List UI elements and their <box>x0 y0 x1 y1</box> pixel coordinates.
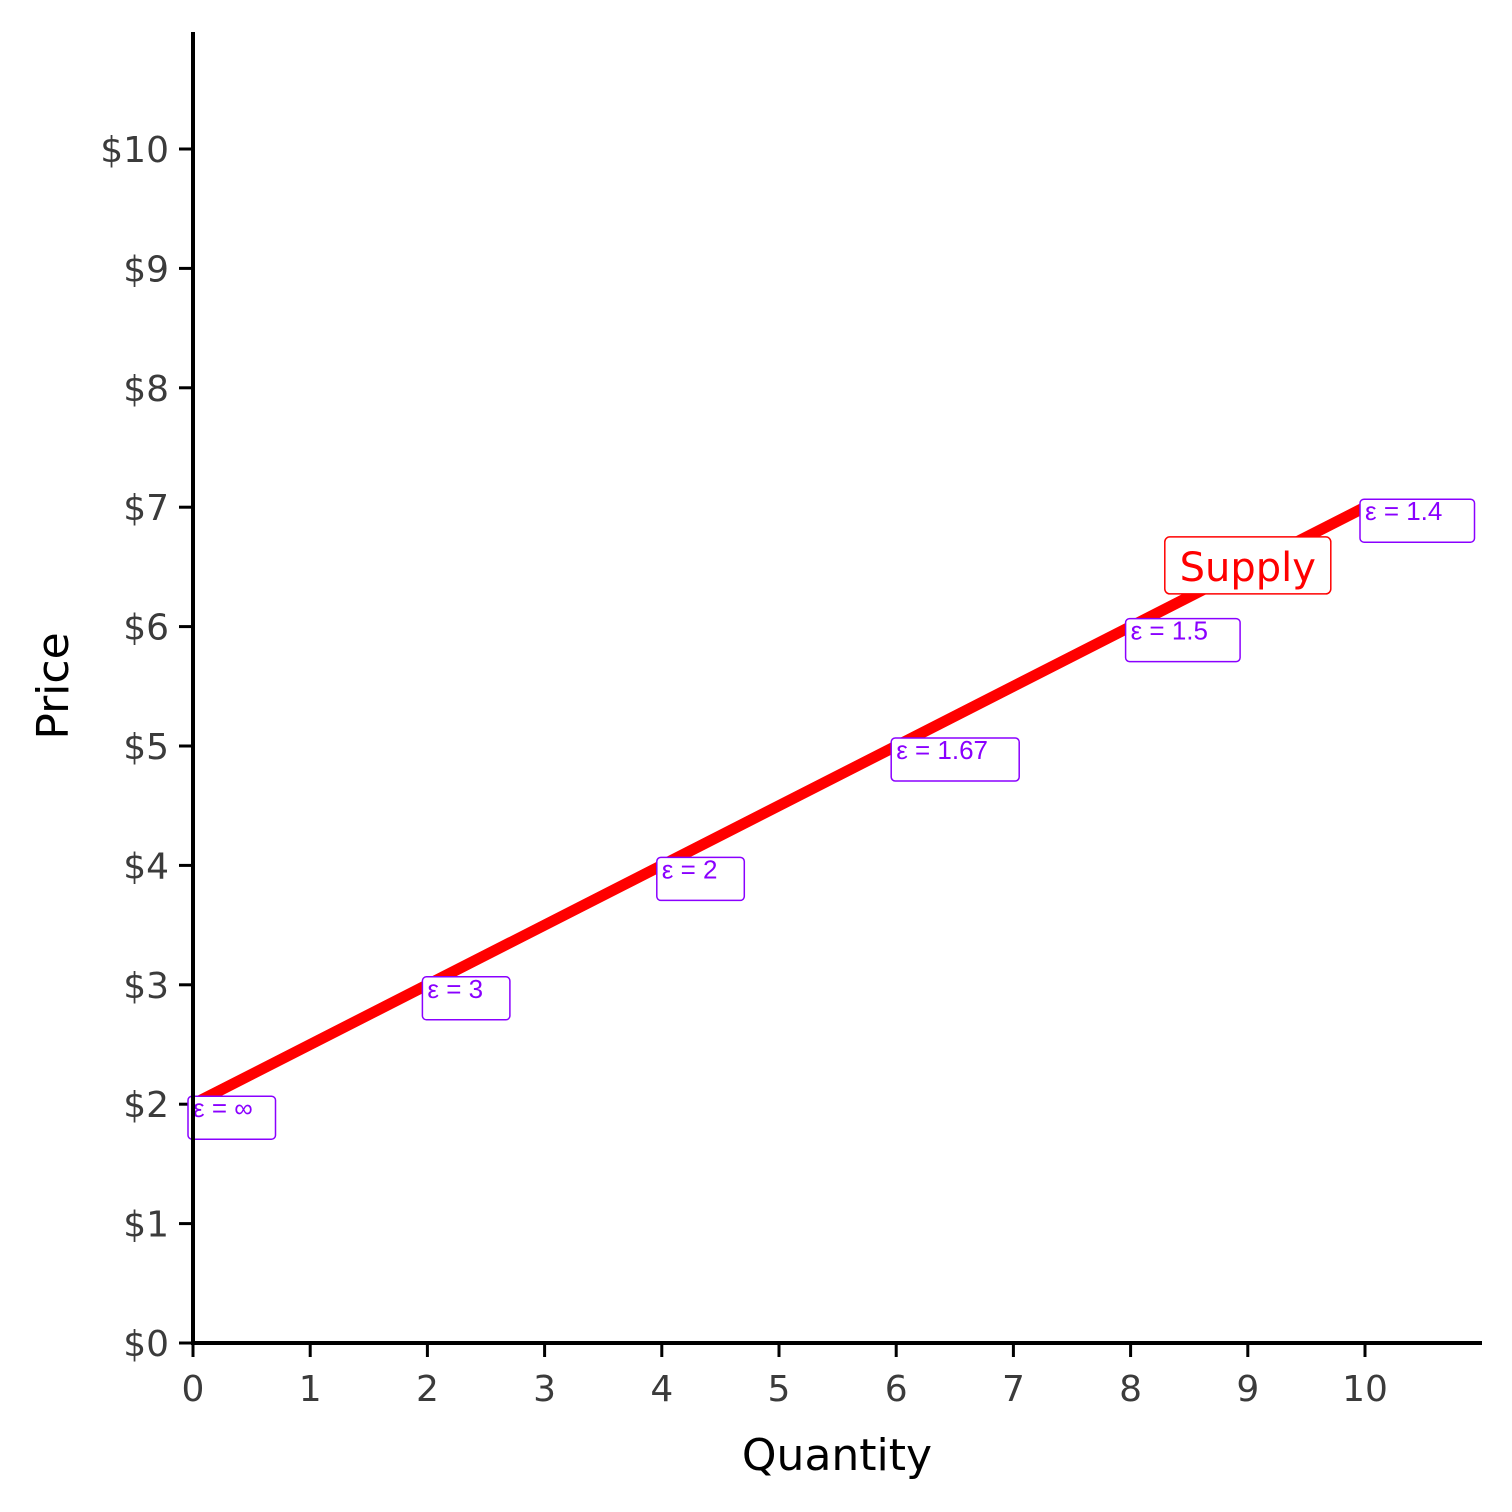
annotations-layer: ε = ∞ ε = 3 ε = 2 ε = 1.67 ε = 1.5 ε = 1.4 Sup… <box>187 496 1476 1140</box>
elasticity-label-text: ε = 1.5 <box>1131 616 1208 646</box>
y-tick-label: $7 <box>123 488 169 529</box>
y-tick-label: $1 <box>123 1205 169 1246</box>
y-tick-label: $4 <box>123 846 169 887</box>
y-tick-label: $8 <box>123 369 169 410</box>
elasticity-label-box <box>421 976 511 1021</box>
x-tick-label: 7 <box>1002 1369 1025 1410</box>
y-tick-label: $5 <box>123 727 169 768</box>
x-axis-title: Quantity <box>742 1430 932 1481</box>
elasticity-label-text: ε = 3 <box>427 974 483 1004</box>
elasticity-label: ε = 1.5 <box>1124 616 1241 663</box>
supply-curve-label-text: Supply <box>1180 545 1316 591</box>
x-tick-label: 4 <box>650 1369 673 1410</box>
elasticity-label-text: ε = 1.4 <box>1365 496 1442 526</box>
ticks-layer: 0 1 2 3 4 5 6 7 8 9 10 $0 $1 $2 $3 $4 $5 $6 $7 $8 $9 $10 <box>100 130 1388 1410</box>
elasticity-label: ε = 2 <box>656 854 746 902</box>
elasticity-label-box <box>1359 498 1476 543</box>
x-tick-label: 8 <box>1119 1369 1142 1410</box>
elasticity-label: ε = 3 <box>421 974 511 1021</box>
elasticity-label-box <box>656 856 746 902</box>
supply-line <box>190 502 1368 1110</box>
supply-curve-label: Supply <box>1164 536 1332 595</box>
elasticity-label-text: ε = ∞ <box>193 1093 253 1123</box>
y-tick-label: $6 <box>123 608 169 649</box>
x-tick-label: 1 <box>299 1369 322 1410</box>
y-tick-label: $0 <box>123 1324 169 1365</box>
elasticity-label-box <box>890 737 1020 782</box>
x-tick-label: 10 <box>1342 1369 1388 1410</box>
elasticity-label-box <box>1124 617 1241 663</box>
elasticity-label: ε = 1.4 <box>1359 496 1476 543</box>
y-axis-title: Price <box>28 632 79 739</box>
x-tick-label: 6 <box>885 1369 908 1410</box>
x-tick-label: 2 <box>416 1369 439 1410</box>
elasticity-label-text: ε = 1.67 <box>896 735 988 765</box>
elasticity-label: ε = ∞ <box>187 1093 277 1140</box>
x-tick-label: 9 <box>1236 1369 1259 1410</box>
axes-layer <box>191 32 1482 1345</box>
elasticity-label: ε = 1.67 <box>890 735 1020 782</box>
x-tick-label: 0 <box>182 1369 205 1410</box>
elasticity-label-box <box>187 1095 277 1140</box>
y-tick-label: $3 <box>123 966 169 1007</box>
series-layer <box>190 502 1368 1110</box>
supply-curve-label-box <box>1164 536 1332 595</box>
elasticity-label-text: ε = 2 <box>662 854 718 884</box>
x-tick-label: 3 <box>533 1369 556 1410</box>
y-tick-label: $9 <box>123 249 169 290</box>
y-tick-label: $10 <box>100 130 169 171</box>
y-tick-label: $2 <box>123 1085 169 1126</box>
x-tick-label: 5 <box>768 1369 791 1410</box>
